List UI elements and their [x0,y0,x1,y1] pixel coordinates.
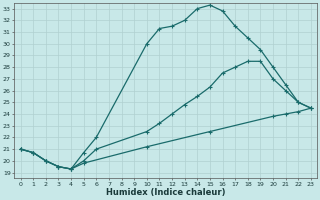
X-axis label: Humidex (Indice chaleur): Humidex (Indice chaleur) [106,188,226,197]
